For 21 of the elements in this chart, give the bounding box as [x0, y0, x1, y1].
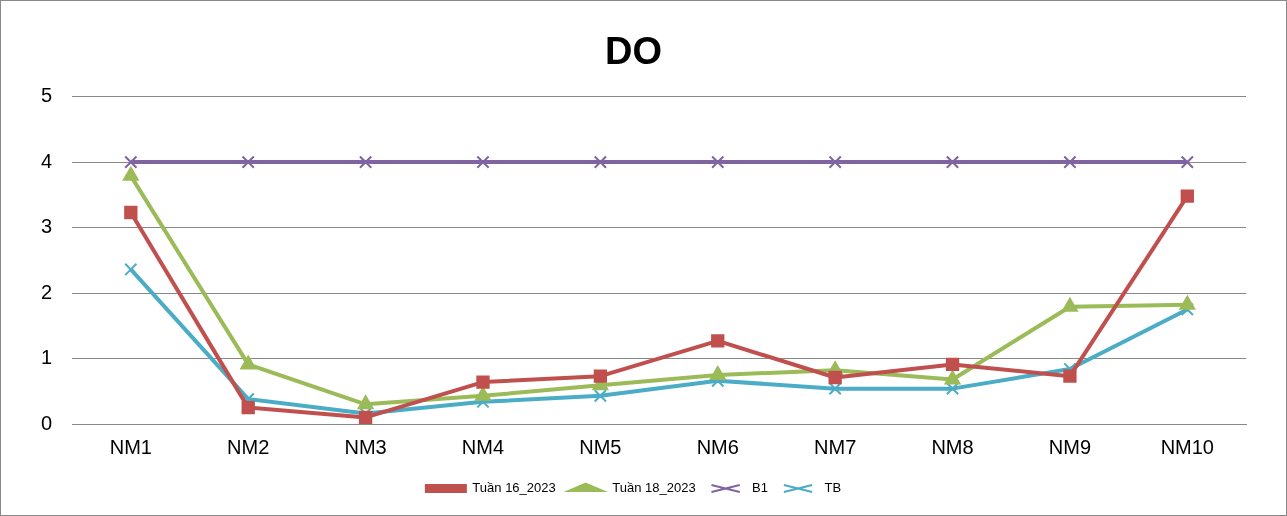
- x-tick-label: NM8: [931, 435, 974, 458]
- y-tick-label: 1: [41, 346, 53, 369]
- legend-label: TB: [824, 480, 842, 496]
- x-tick-label: NM4: [461, 435, 505, 458]
- y-tick-label: 3: [41, 215, 53, 238]
- x-tick-label: NM6: [696, 435, 739, 458]
- x-tick-label: NM10: [1160, 435, 1214, 458]
- x-tick-label: NM9: [1048, 435, 1092, 458]
- x-tick-label: NM3: [344, 435, 387, 458]
- y-tick-label: 2: [41, 280, 53, 303]
- x-tick-label: NM2: [227, 435, 270, 458]
- legend-label: Tuần 18_2023: [612, 480, 696, 496]
- x-tick-label: NM1: [109, 435, 152, 458]
- y-tick-label: 0: [41, 411, 53, 434]
- x-tick-label: NM5: [579, 435, 622, 458]
- legend-label: Tuần 16_2023: [472, 480, 556, 496]
- y-tick-label: 5: [41, 84, 53, 107]
- legend-label: B1: [752, 480, 769, 496]
- y-tick-label: 4: [41, 149, 53, 172]
- x-tick-label: NM7: [814, 435, 857, 458]
- chart-title: DO: [605, 30, 662, 73]
